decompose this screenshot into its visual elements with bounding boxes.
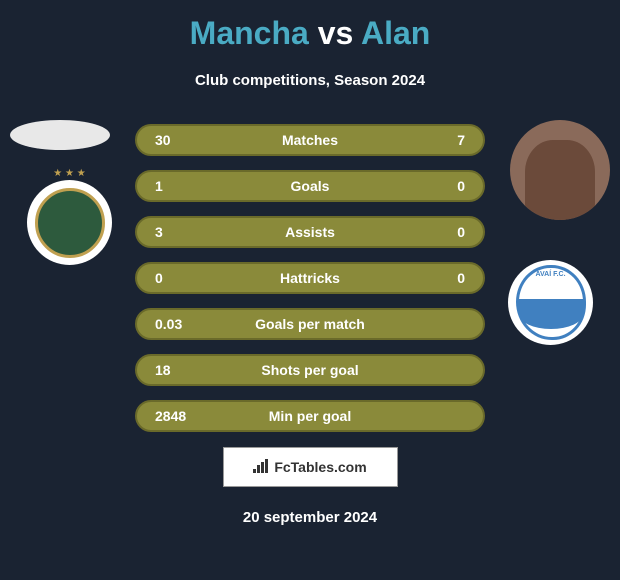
stat-left: 3: [155, 224, 163, 240]
chart-icon: [253, 459, 269, 476]
stat-left: 1: [155, 178, 163, 194]
stat-left: 0: [155, 270, 163, 286]
stat-bar-goals: 1 Goals 0: [135, 170, 485, 202]
badge1-shield: [35, 188, 105, 258]
stat-label: Hattricks: [280, 270, 340, 286]
badge1-stars: ★ ★ ★: [53, 168, 85, 179]
main-container: Mancha vs Alan Club competitions, Season…: [0, 0, 620, 580]
stat-right: 7: [457, 132, 465, 148]
stats-area: 30 Matches 7 1 Goals 0 3 Assists 0 0 Hat…: [135, 124, 485, 432]
player2-avatar: [510, 120, 610, 220]
stat-bar-hattricks: 0 Hattricks 0: [135, 262, 485, 294]
stat-right: 0: [457, 178, 465, 194]
stat-label: Shots per goal: [261, 362, 358, 378]
stat-bar-matches: 30 Matches 7: [135, 124, 485, 156]
stat-label: Assists: [285, 224, 335, 240]
badge2-stripe: [519, 299, 583, 329]
stat-left: 2848: [155, 408, 186, 424]
stat-right: 0: [457, 224, 465, 240]
player1-avatar: [10, 120, 110, 150]
club1-badge: ★ ★ ★: [27, 180, 112, 265]
stat-label: Min per goal: [269, 408, 351, 424]
badge2-shield: AVAÍ F.C.: [516, 265, 586, 340]
page-title: Mancha vs Alan: [0, 15, 620, 52]
stat-left: 30: [155, 132, 171, 148]
vs-text: vs: [318, 15, 354, 51]
brand-attribution[interactable]: FcTables.com: [223, 447, 398, 487]
stat-left: 18: [155, 362, 171, 378]
player2-name: Alan: [361, 15, 430, 51]
stat-right: 0: [457, 270, 465, 286]
avatar-silhouette: [525, 140, 595, 220]
stat-bar-shots-per-goal: 18 Shots per goal: [135, 354, 485, 386]
brand-text: FcTables.com: [274, 459, 366, 475]
stat-label: Goals: [291, 178, 330, 194]
stat-label: Goals per match: [255, 316, 365, 332]
stat-bar-assists: 3 Assists 0: [135, 216, 485, 248]
stat-bar-min-per-goal: 2848 Min per goal: [135, 400, 485, 432]
subtitle: Club competitions, Season 2024: [0, 72, 620, 89]
badge2-text: AVAÍ F.C.: [535, 271, 565, 278]
club2-badge: AVAÍ F.C.: [508, 260, 593, 345]
stat-left: 0.03: [155, 316, 182, 332]
stat-bar-goals-per-match: 0.03 Goals per match: [135, 308, 485, 340]
player1-name: Mancha: [190, 15, 309, 51]
date-text: 20 september 2024: [0, 509, 620, 526]
stat-label: Matches: [282, 132, 338, 148]
